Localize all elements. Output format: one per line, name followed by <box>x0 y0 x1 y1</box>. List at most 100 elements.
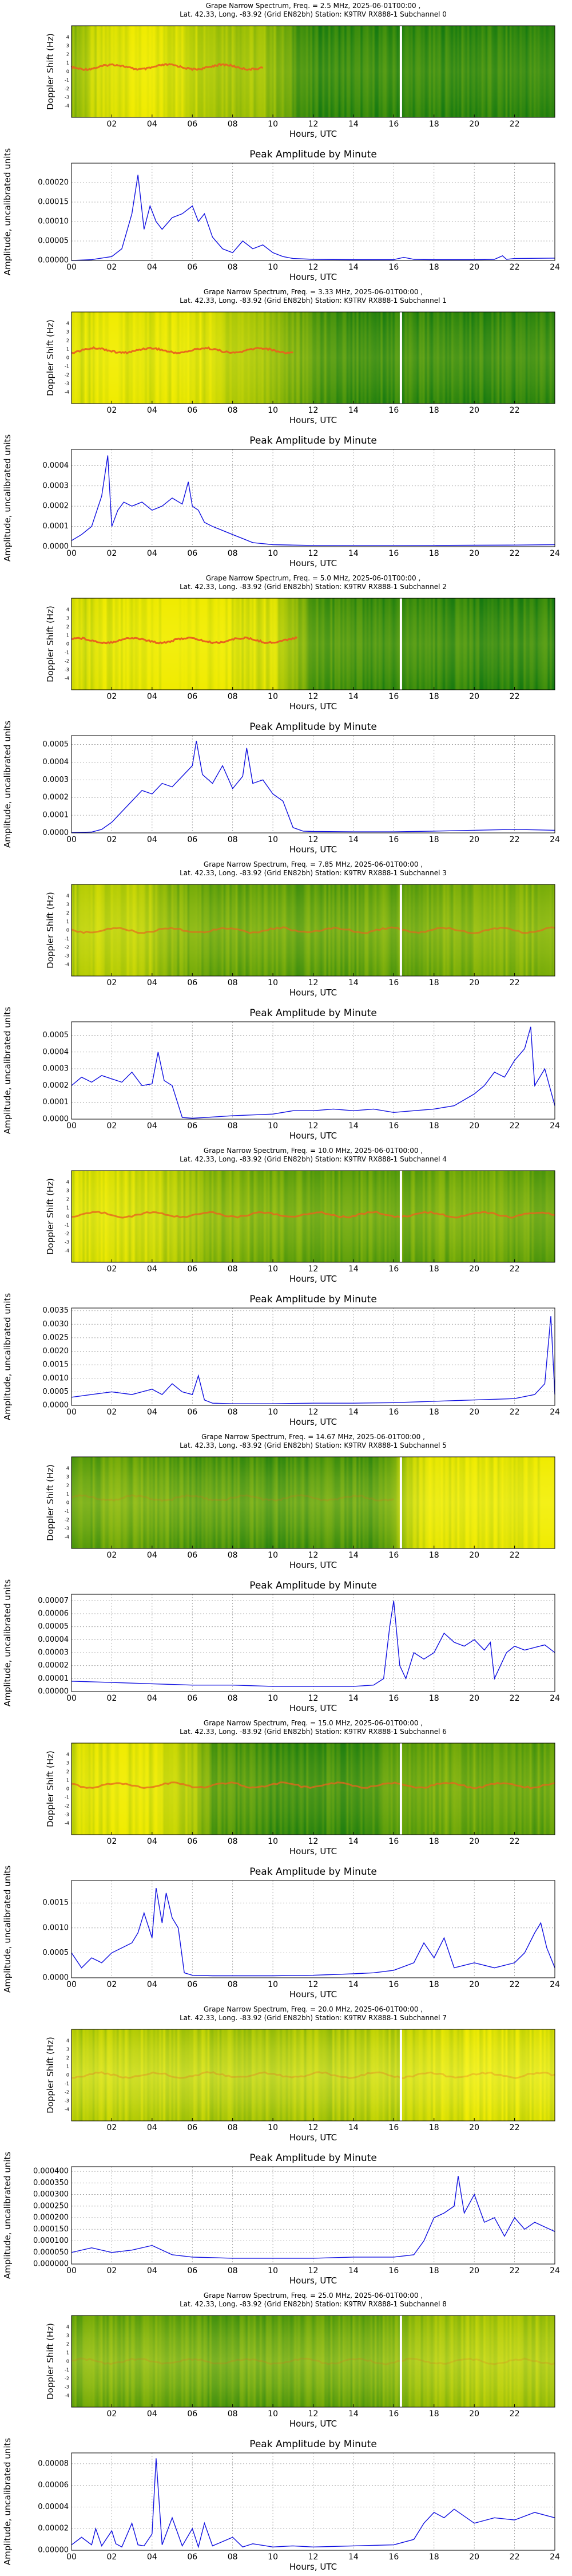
x-tick-label: 18 <box>429 1551 439 1560</box>
x-tick-label: 08 <box>228 549 238 558</box>
y-tick-label: -4 <box>65 2393 69 2399</box>
x-tick-label: 02 <box>107 2553 117 2562</box>
x-tick-label: 08 <box>228 1837 238 1846</box>
x-tick-label: 16 <box>388 692 399 701</box>
y-tick-label: -3 <box>65 2099 69 2104</box>
x-tick-label: 02 <box>107 1265 117 1274</box>
x-tick-label: 02 <box>107 406 117 415</box>
y-tick-label: -3 <box>65 381 69 386</box>
x-tick-label: 16 <box>388 835 399 844</box>
y-tick-label: 0.0005 <box>43 740 69 749</box>
x-tick-label: 22 <box>510 549 520 558</box>
x-tick-label: 18 <box>429 1980 439 1989</box>
x-tick-label: 14 <box>348 2123 359 2132</box>
y-tick-label: 0.0005 <box>43 1031 69 1040</box>
y-tick-label: 0.000150 <box>33 2225 69 2234</box>
x-tick-label: 24 <box>550 549 560 558</box>
data-gap-line <box>399 1171 402 1262</box>
y-tick-label: -4 <box>65 390 69 395</box>
y-axis-label: Doppler Shift (Hz) <box>45 2037 55 2113</box>
plot-frame <box>71 1307 555 1406</box>
y-tick-label: 2 <box>66 1483 69 1488</box>
x-tick-label: 24 <box>550 1408 560 1417</box>
x-tick-label: 12 <box>308 2266 319 2275</box>
x-tick-label: 00 <box>66 549 77 558</box>
x-tick-label: 08 <box>228 978 238 987</box>
x-tick-label: 14 <box>348 549 359 558</box>
doppler-band <box>72 2029 555 2121</box>
y-tick-label: 4 <box>66 607 69 613</box>
x-tick-label: 00 <box>66 1408 77 1417</box>
x-tick-label: 06 <box>187 2123 197 2132</box>
y-axis-label: Doppler Shift (Hz) <box>45 1178 55 1255</box>
y-axis-label: Amplitude, uncalibrated units <box>2 2438 13 2566</box>
x-axis-label: Hours, UTC <box>289 415 337 425</box>
x-tick-label: 12 <box>308 1980 319 1989</box>
x-tick-label: 04 <box>147 263 157 272</box>
x-tick-label: 16 <box>388 120 399 129</box>
x-tick-label: 12 <box>308 1551 319 1560</box>
spectrum-title: Grape Narrow Spectrum, Freq. = 7.85 MHz,… <box>204 860 423 868</box>
x-tick-label: 22 <box>510 406 520 415</box>
x-tick-label: 02 <box>107 835 117 844</box>
x-tick-label: 16 <box>388 1694 399 1703</box>
x-tick-label: 18 <box>429 1408 439 1417</box>
y-tick-label: 3 <box>66 330 69 335</box>
x-tick-label: 06 <box>187 1837 197 1846</box>
y-tick-label: 4 <box>66 35 69 40</box>
y-axis-label: Amplitude, uncalibrated units <box>2 434 13 562</box>
spectrum-title: Grape Narrow Spectrum, Freq. = 5.0 MHz, … <box>206 574 421 582</box>
y-tick-label: 0.0003 <box>43 1065 69 1073</box>
y-tick-label: 0.00005 <box>38 237 69 246</box>
y-tick-label: -2 <box>65 659 69 664</box>
y-tick-label: 0.0004 <box>43 461 69 470</box>
x-tick-label: 08 <box>228 406 238 415</box>
x-tick-label: 06 <box>187 835 197 844</box>
x-tick-label: 16 <box>388 406 399 415</box>
x-tick-label: 10 <box>268 2266 278 2275</box>
y-tick-label: -3 <box>65 95 69 100</box>
x-tick-label: 00 <box>66 1121 77 1131</box>
y-tick-label: 0.00015 <box>38 198 69 207</box>
y-axis-label: Doppler Shift (Hz) <box>45 892 55 969</box>
x-tick-label: 20 <box>469 2409 479 2419</box>
x-tick-label: 12 <box>308 1694 319 1703</box>
x-tick-label: 12 <box>308 2123 319 2132</box>
x-tick-label: 02 <box>107 120 117 129</box>
y-tick-label: 2 <box>66 2342 69 2347</box>
x-tick-label: 04 <box>147 1121 157 1131</box>
x-tick-label: 08 <box>228 2553 238 2562</box>
amplitude-series-line <box>71 1887 555 1977</box>
plot-frame <box>71 1880 555 1978</box>
x-tick-label: 22 <box>510 263 520 272</box>
x-axis-label: Hours, UTC <box>289 129 337 139</box>
y-tick-label: -4 <box>65 962 69 967</box>
y-tick-label: -1 <box>65 2081 69 2087</box>
x-tick-label: 06 <box>187 2553 197 2562</box>
spectrum-chart: Grape Narrow Spectrum, Freq. = 15.0 MHz,… <box>45 1719 555 1856</box>
x-tick-label: 10 <box>268 120 278 129</box>
x-tick-label: 12 <box>308 2553 319 2562</box>
x-tick-label: 06 <box>187 549 197 558</box>
y-axis-label: Doppler Shift (Hz) <box>45 606 55 682</box>
x-tick-label: 04 <box>147 692 157 701</box>
x-tick-label: 16 <box>388 2409 399 2419</box>
spectrum-subtitle: Lat. 42.33, Long. -83.92 (Grid EN82bh) S… <box>180 1728 447 1736</box>
y-tick-label: 0 <box>66 355 69 361</box>
x-tick-label: 04 <box>147 1694 157 1703</box>
x-tick-label: 06 <box>187 1408 197 1417</box>
y-tick-label: 0.0035 <box>43 1306 69 1315</box>
x-tick-label: 06 <box>187 978 197 987</box>
y-tick-label: 0.0000 <box>43 1974 69 1982</box>
y-tick-label: 2 <box>66 52 69 57</box>
y-tick-label: 0.000400 <box>33 2167 69 2176</box>
y-tick-label: 4 <box>66 1752 69 1757</box>
y-tick-label: 0.0015 <box>43 1899 69 1907</box>
amplitude-chart: Peak Amplitude by Minute 0.0000 0.0005 0.00… <box>2 1866 560 2000</box>
y-tick-label: -4 <box>65 1821 69 1826</box>
y-tick-label: 4 <box>66 1180 69 1185</box>
x-axis-label: Hours, UTC <box>289 1417 337 1427</box>
x-tick-label: 18 <box>429 835 439 844</box>
y-tick-label: 0.0004 <box>43 1048 69 1056</box>
x-tick-label: 18 <box>429 1694 439 1703</box>
